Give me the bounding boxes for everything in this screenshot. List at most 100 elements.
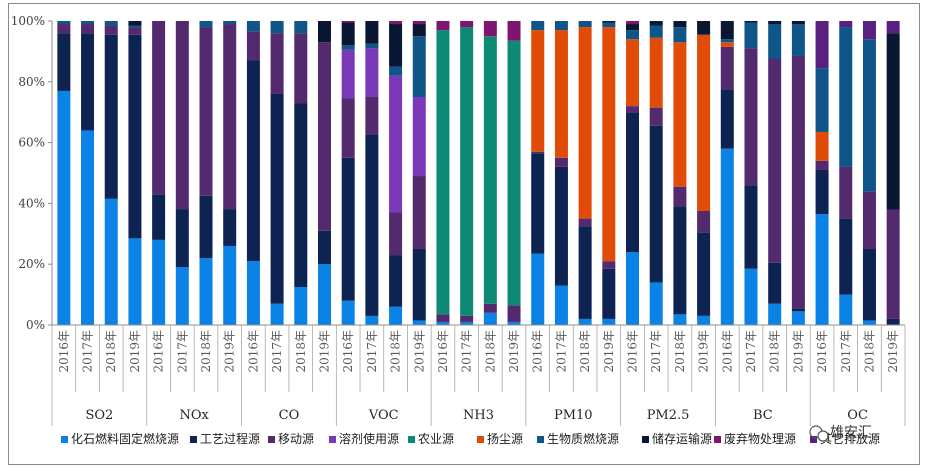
- year-tick-label: 2019年: [602, 330, 616, 373]
- bar-segment: [104, 21, 118, 26]
- bar-segment: [862, 249, 876, 321]
- bar-segment: [815, 214, 829, 325]
- year-tick-label: 2016年: [341, 330, 355, 373]
- pollutant-label: PM10: [554, 408, 593, 423]
- bar-segment: [365, 48, 379, 97]
- year-tick-label: 2017年: [649, 330, 663, 373]
- bar-segment: [483, 312, 497, 325]
- bar-segment: [81, 24, 95, 34]
- legend-label: 移动源: [278, 432, 314, 446]
- watermark-text: 雄安汇: [830, 425, 872, 441]
- bar-segment: [886, 318, 900, 325]
- chart-frame: [8, 3, 920, 465]
- legend-swatch: [408, 436, 415, 443]
- year-tick-label: 2017年: [839, 330, 853, 373]
- bar-segment: [57, 21, 71, 25]
- bar-segment: [720, 39, 734, 43]
- year-tick-label: 2017年: [270, 330, 284, 373]
- bar-segment: [341, 300, 355, 325]
- y-tick-label: 100%: [11, 14, 45, 28]
- bar-segment: [460, 21, 474, 28]
- bar-segment: [886, 209, 900, 319]
- bar-segment: [199, 258, 213, 325]
- bar-segment: [483, 303, 497, 313]
- bar-segment: [175, 209, 189, 268]
- year-tick-label: 2017年: [554, 330, 568, 373]
- bar-segment: [531, 253, 545, 325]
- legend-label: 生物质燃烧源: [547, 431, 619, 446]
- bar-segment: [768, 303, 782, 325]
- bar-segment: [152, 239, 166, 325]
- year-tick-label: 2016年: [815, 330, 829, 373]
- bar-segment: [317, 42, 331, 231]
- year-tick-label: 2018年: [862, 330, 876, 373]
- bar-segment: [104, 25, 118, 35]
- bar-segment: [673, 186, 687, 207]
- bar-segment: [578, 226, 592, 319]
- bar-segment: [199, 27, 213, 196]
- bar-segment: [815, 131, 829, 161]
- bar-segment: [317, 21, 331, 43]
- year-tick-label: 2016年: [57, 330, 71, 373]
- bar-segment: [673, 42, 687, 187]
- bar-segment: [175, 267, 189, 325]
- bar-segment: [412, 320, 426, 325]
- bar-segment: [507, 321, 521, 325]
- bar-segment: [460, 315, 474, 322]
- bar-segment: [673, 314, 687, 325]
- bar-segment: [768, 21, 782, 25]
- bar-segment: [649, 37, 663, 108]
- legend-swatch: [714, 436, 721, 443]
- bar-segment: [768, 59, 782, 263]
- legend-swatch: [537, 436, 544, 443]
- bar-segment: [744, 22, 758, 49]
- bar-segment: [389, 255, 403, 307]
- bar-segment: [483, 21, 497, 37]
- bar-segment: [460, 27, 474, 316]
- year-tick-label: 2017年: [365, 330, 379, 373]
- bar-segment: [791, 311, 805, 325]
- bar-segment: [862, 21, 876, 40]
- bar-segment: [104, 198, 118, 325]
- bar-segment: [720, 148, 734, 325]
- bar-segment: [436, 21, 450, 31]
- bar-segment: [839, 21, 853, 28]
- bar-segment: [223, 21, 237, 25]
- bar-segment: [365, 43, 379, 49]
- bar-segment: [57, 24, 71, 34]
- pollutant-label: PM2.5: [647, 408, 690, 423]
- bar-segment: [436, 314, 450, 322]
- bar-segment: [554, 285, 568, 325]
- bar-segment: [246, 31, 260, 61]
- legend-label: 工艺过程源: [200, 431, 260, 446]
- year-tick-label: 2016年: [626, 330, 640, 373]
- bar-segment: [128, 25, 142, 28]
- y-tick-label: 60%: [18, 136, 45, 150]
- bar-segment: [128, 27, 142, 35]
- bar-segment: [697, 211, 711, 233]
- year-tick-label: 2019年: [886, 330, 900, 373]
- bar-segment: [697, 232, 711, 316]
- bar-segment: [602, 27, 616, 262]
- year-tick-label: 2017年: [175, 330, 189, 373]
- bar-segment: [389, 24, 403, 67]
- bar-segment: [578, 27, 592, 219]
- bar-segment: [81, 21, 95, 25]
- year-tick-label: 2019年: [507, 330, 521, 373]
- legend-label: 扬尘源: [487, 431, 523, 446]
- bar-segment: [862, 191, 876, 249]
- bar-segment: [839, 294, 853, 325]
- bar-segment: [223, 24, 237, 210]
- bar-segment: [365, 21, 379, 44]
- bar-segment: [602, 22, 616, 28]
- legend-label: 其它排放源: [820, 431, 880, 446]
- bar-segment: [507, 40, 521, 306]
- bar-segment: [412, 97, 426, 177]
- bar-segment: [341, 45, 355, 50]
- legend-swatch: [329, 436, 336, 443]
- bar-segment: [436, 321, 450, 325]
- bar-segment: [697, 21, 711, 35]
- legend-label: 化石燃料固定燃烧源: [71, 431, 179, 446]
- legend-label: 储存运输源: [652, 431, 712, 446]
- bar-segment: [128, 21, 142, 26]
